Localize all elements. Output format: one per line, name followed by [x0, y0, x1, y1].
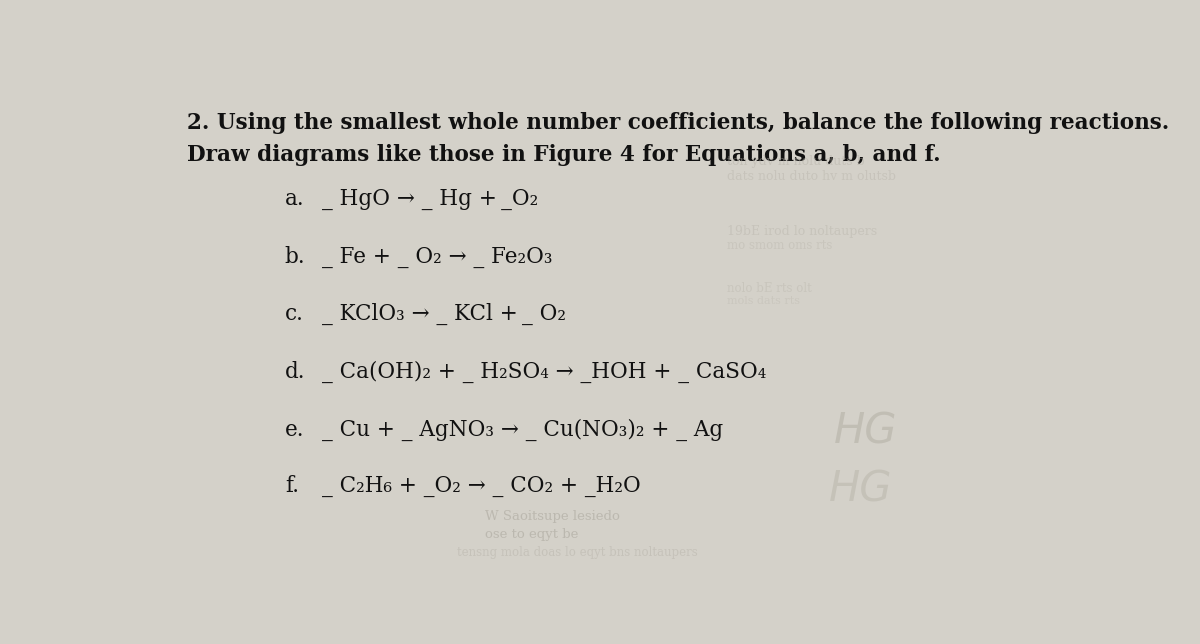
- Text: ton ydv m nolu duts b: ton ydv m nolu duts b: [727, 155, 864, 168]
- Text: c.: c.: [284, 303, 304, 325]
- Text: _ Cu + _ AgNO₃ → _ Cu(NO₃)₂ + _ Ag: _ Cu + _ AgNO₃ → _ Cu(NO₃)₂ + _ Ag: [322, 419, 724, 442]
- Text: f.: f.: [284, 475, 299, 497]
- Text: mo smom oms rts: mo smom oms rts: [727, 240, 832, 252]
- Text: 19bE irod lo noltaupers: 19bE irod lo noltaupers: [727, 225, 877, 238]
- Text: ose to eqyt be: ose to eqyt be: [485, 528, 578, 541]
- Text: W Saoitsupe lesiedo: W Saoitsupe lesiedo: [485, 509, 619, 523]
- Text: mols dats rts: mols dats rts: [727, 296, 799, 307]
- Text: nolo bE rts olt: nolo bE rts olt: [727, 281, 811, 294]
- Text: Draw diagrams like those in Figure 4 for Equations a, b, and f.: Draw diagrams like those in Figure 4 for…: [187, 144, 941, 166]
- Text: _ Ca(OH)₂ + _ H₂SO₄ → _HOH + _ CaSO₄: _ Ca(OH)₂ + _ H₂SO₄ → _HOH + _ CaSO₄: [322, 361, 767, 383]
- Text: tensng mola doas lo eqyt bns noltaupers: tensng mola doas lo eqyt bns noltaupers: [457, 546, 697, 559]
- Text: b.: b.: [284, 246, 306, 268]
- Text: HG: HG: [834, 411, 898, 453]
- Text: 2. Using the smallest whole number coefficients, balance the following reactions: 2. Using the smallest whole number coeff…: [187, 112, 1170, 134]
- Text: _ KClO₃ → _ KCl + _ O₂: _ KClO₃ → _ KCl + _ O₂: [322, 303, 566, 325]
- Text: dats nolu duto hv m olutsb: dats nolu duto hv m olutsb: [727, 170, 895, 183]
- Text: a.: a.: [284, 188, 305, 210]
- Text: _ Fe + _ O₂ → _ Fe₂O₃: _ Fe + _ O₂ → _ Fe₂O₃: [322, 246, 552, 268]
- Text: d.: d.: [284, 361, 305, 383]
- Text: e.: e.: [284, 419, 305, 441]
- Text: _ HgO → _ Hg + _O₂: _ HgO → _ Hg + _O₂: [322, 188, 539, 210]
- Text: HG: HG: [829, 469, 893, 511]
- Text: _ C₂H₆ + _O₂ → _ CO₂ + _H₂O: _ C₂H₆ + _O₂ → _ CO₂ + _H₂O: [322, 475, 641, 497]
